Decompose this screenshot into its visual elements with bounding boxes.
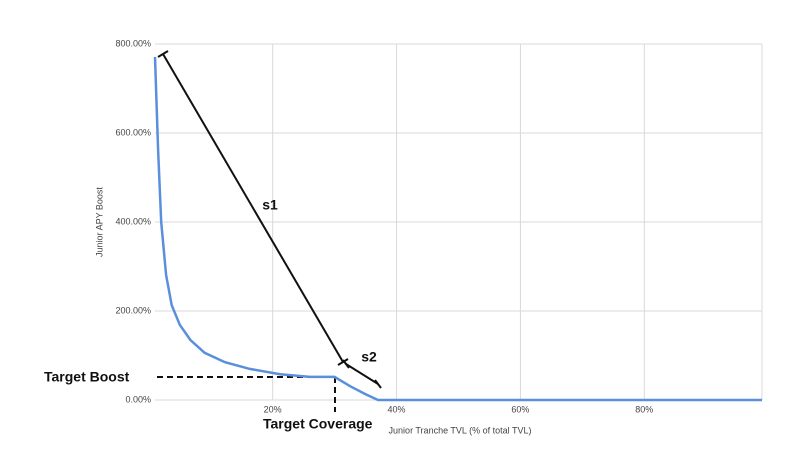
x-tick-label: 40%	[388, 404, 406, 414]
y-tick-label: 800.00%	[115, 38, 151, 48]
y-tick-label: 600.00%	[115, 127, 151, 137]
y-tick-label: 0.00%	[125, 394, 151, 404]
x-tick-label: 60%	[511, 404, 529, 414]
annotation: Target Boost	[44, 369, 130, 385]
annotation-lines	[157, 50, 382, 412]
data-line	[153, 56, 762, 402]
annotation: s2	[361, 349, 377, 365]
annotation: Target Coverage	[263, 416, 373, 432]
x-tick-label: 20%	[264, 404, 282, 414]
y-tick-label: 400.00%	[115, 216, 151, 226]
y-tick-label: 200.00%	[115, 305, 151, 315]
x-axis-title: Junior Tranche TVL (% of total TVL)	[389, 425, 532, 435]
y-axis-title: Junior APY Boost	[94, 187, 104, 257]
annotation: s1	[262, 197, 278, 213]
x-tick-label: 80%	[635, 404, 653, 414]
